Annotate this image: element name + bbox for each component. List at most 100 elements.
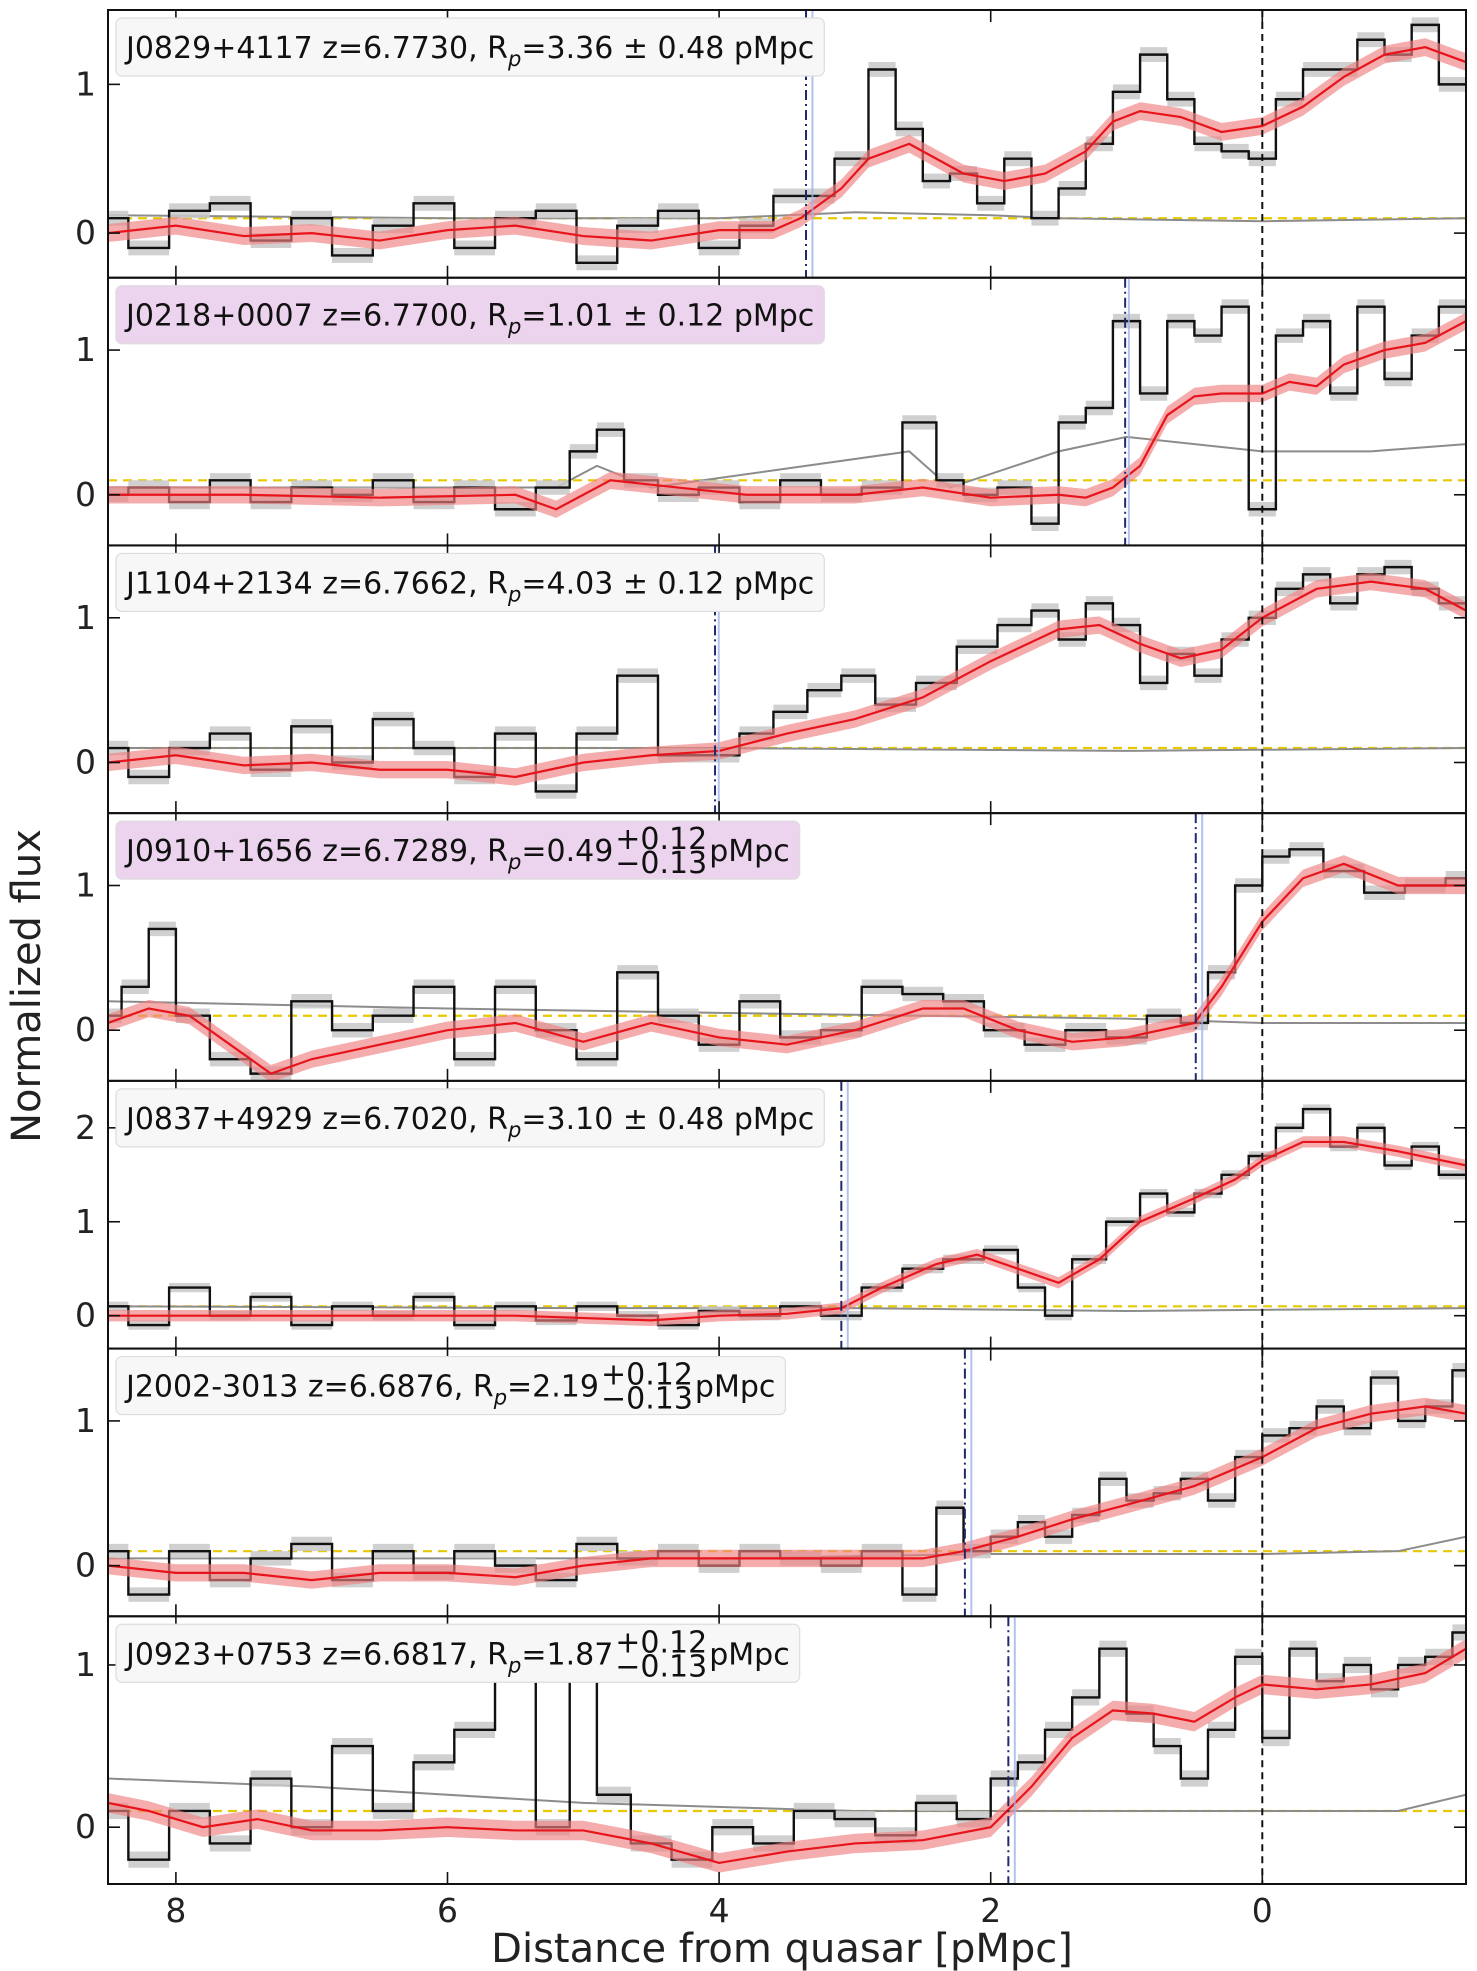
panel-2: 0 1 J0218+0007 z=6.7700, Rp=1.01 ± 0.12 pM… [75, 276, 1467, 547]
panel-label-box [115, 1088, 825, 1148]
proximity-zone-band [1127, 277, 1130, 546]
panel-plot-area [108, 1080, 1466, 1349]
panel-6: 0 1 J2002-3013 z=6.6876, Rp=2.19 +0.12−0.1… [75, 1347, 1467, 1618]
label-main: J2002-3013 z=6.6876, R [124, 1370, 494, 1405]
y-tick-label: 1 [75, 1202, 96, 1241]
y-tick-label: 2 [75, 1108, 96, 1147]
model-uncertainty-band [108, 855, 1466, 1081]
label-subscript: p [507, 1118, 521, 1142]
panel-label: J0837+4929 z=6.7020, Rp=3.10 ± 0.48 pMpc [115, 1088, 825, 1148]
label-main: J1104+2134 z=6.7662, R [124, 566, 508, 601]
proximity-zone-band [970, 1348, 973, 1617]
x-tick-labels: 8 6 4 2 0 [165, 1891, 1272, 1930]
x-tick-label: 6 [437, 1891, 458, 1930]
panel-label-text: J0837+4929 z=6.7020, Rp=3.10 ± 0.48 pMpc [124, 1102, 814, 1142]
label-unit: pMpc [709, 834, 789, 869]
label-subscript: p [507, 582, 521, 606]
data-error-band [108, 17, 1466, 271]
noise-line [108, 1777, 1466, 1812]
panel-label-box [115, 1355, 786, 1416]
label-main: J0837+4929 z=6.7020, R [124, 1102, 508, 1137]
panel-label-text: J0218+0007 z=6.7700, Rp=1.01 ± 0.12 pMpc [124, 299, 814, 339]
panel-label: J1104+2134 z=6.7662, Rp=4.03 ± 0.12 pMpc [115, 552, 825, 613]
panel-7: 0 1 J0923+0753 z=6.6817, Rp=1.87 +0.12−0.1… [75, 1615, 1467, 1886]
y-tick-label: 0 [75, 1010, 96, 1049]
panel-3: 0 1 J1104+2134 z=6.7662, Rp=4.03 ± 0.12 pM… [75, 544, 1467, 815]
label-unit: pMpc [695, 1370, 775, 1405]
label-subscript: p [507, 850, 521, 874]
y-tick-label: 0 [75, 1296, 96, 1335]
y-axis-label: Normalized flux [4, 829, 50, 1143]
panel-plot-area [108, 545, 1466, 814]
panel-4: 0 1 J0910+1656 z=6.7289, Rp=0.49 +0.12−0.1… [75, 812, 1467, 1082]
label-value: =0.49 [521, 834, 613, 869]
model-line [108, 862, 1466, 1075]
x-tick-label: 8 [165, 1891, 186, 1930]
proximity-zone-band [1013, 1616, 1016, 1884]
proximity-zone-band [717, 545, 720, 814]
panel-label-box [115, 285, 825, 345]
panel-label-box [115, 17, 825, 77]
y-tick-label: 1 [75, 1645, 96, 1684]
panel-plot-area [108, 1616, 1466, 1884]
model-line [108, 46, 1466, 242]
y-tick-label: 1 [75, 865, 96, 904]
label-value: =1.87 [521, 1637, 613, 1672]
label-unit: pMpc [709, 1637, 789, 1672]
panel-frame [107, 1615, 1467, 1886]
label-error-lower: −0.13 [601, 1382, 693, 1417]
label-error-upper: +0.12 [601, 1358, 693, 1393]
y-tick-label: 0 [75, 1807, 96, 1846]
x-tick-label: 0 [1252, 1891, 1273, 1930]
y-tick-label: 0 [75, 213, 96, 252]
label-error-lower: −0.13 [615, 846, 707, 881]
panel-label: J0218+0007 z=6.7700, Rp=1.01 ± 0.12 pMpc [115, 285, 825, 345]
model-line [108, 1405, 1466, 1582]
panel-label-box [115, 820, 801, 880]
panel-label-box [115, 552, 825, 613]
panel-label: J0829+4117 z=6.7730, Rp=3.36 ± 0.48 pMpc [115, 17, 825, 77]
label-main: J0218+0007 z=6.7700, R [124, 299, 508, 334]
label-value: =3.10 ± 0.48 pMpc [521, 1102, 814, 1137]
y-tick-label: 0 [75, 742, 96, 781]
x-tick-label: 2 [980, 1891, 1001, 1930]
panel-label-text: J0829+4117 z=6.7730, Rp=3.36 ± 0.48 pMpc [124, 31, 814, 71]
label-main: J0923+0753 z=6.6817, R [124, 1637, 508, 1672]
model-line [108, 580, 1466, 779]
y-tick-label: 1 [75, 64, 96, 103]
label-subscript: p [507, 47, 521, 71]
label-error-upper: +0.12 [615, 1625, 707, 1660]
panel-label: J0923+0753 z=6.6817, Rp=1.87 +0.12−0.13 … [115, 1623, 801, 1684]
panel-1: 0 1 J0829+4117 z=6.7730, Rp=3.36 ± 0.48 pM… [75, 9, 1467, 279]
y-tick-label: 1 [75, 330, 96, 369]
panel-label: J0910+1656 z=6.7289, Rp=0.49 +0.12−0.13 … [115, 820, 801, 881]
panel-label-text: J2002-3013 z=6.6876, Rp=2.19 [124, 1370, 599, 1410]
panel-plot-area [108, 1348, 1466, 1617]
model-uncertainty-band [108, 1397, 1466, 1589]
panel-plot-area [108, 277, 1466, 546]
label-subscript: p [507, 1653, 521, 1677]
label-error-lower: −0.13 [615, 1649, 707, 1684]
noise-line [108, 1305, 1466, 1312]
y-tick-label: 1 [75, 598, 96, 637]
y-tick-label: 0 [75, 475, 96, 514]
data-error-band [108, 559, 1466, 799]
x-tick-label: 4 [709, 1891, 730, 1930]
model-line [108, 1647, 1466, 1865]
label-main: J0910+1656 z=6.7289, R [124, 834, 508, 869]
label-main: J0829+4117 z=6.7730, R [124, 31, 508, 66]
proximity-zone-band [811, 10, 814, 278]
panel-plot-area [108, 813, 1466, 1081]
model-line [108, 320, 1466, 511]
label-subscript: p [507, 315, 521, 339]
label-value: =1.01 ± 0.12 pMpc [521, 299, 814, 334]
panels: 0 1 J0829+4117 z=6.7730, Rp=3.36 ± 0.48 pM… [75, 9, 1467, 1886]
panel-5: 0 1 2 J0837+4929 z=6.7020, Rp=3.10 ± 0.48 p… [75, 1079, 1467, 1350]
label-value: =4.03 ± 0.12 pMpc [521, 566, 814, 601]
label-error-upper: +0.12 [615, 822, 707, 857]
x-axis-label: Distance from quasar [pMpc] [491, 1926, 1073, 1971]
y-tick-label: 1 [75, 1401, 96, 1440]
model-uncertainty-band [108, 312, 1466, 518]
proximity-zone-band [846, 1080, 849, 1349]
